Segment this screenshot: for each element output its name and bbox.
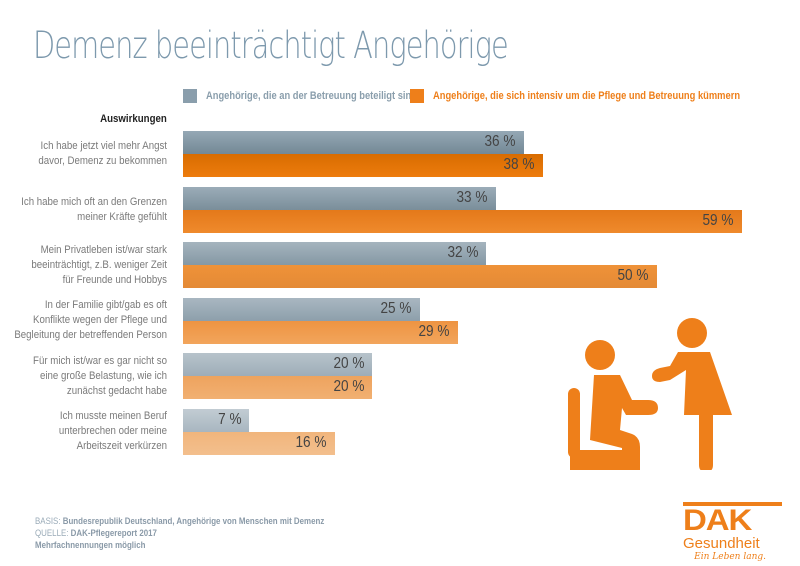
legend-item-grey: Angehörige, die an der Betreuung beteili… xyxy=(183,88,454,104)
standing-person-head xyxy=(677,318,707,348)
caregiver-pictogram-icon xyxy=(568,318,732,470)
bar-value-label: 20 % xyxy=(333,355,365,372)
chart-footer: BASIS: Bundesrepublik Deutschland, Angeh… xyxy=(35,515,324,551)
seated-person-head xyxy=(585,340,615,370)
legend-item-orange: Angehörige, die sich intensiv um die Pfl… xyxy=(410,88,794,104)
bar-grey: 36 % xyxy=(183,131,524,154)
category-label-line: In der Familie gibt/gab es oft xyxy=(44,299,167,311)
footer-note: Mehrfachnennungen möglich xyxy=(35,540,146,550)
category-label-line: unterbrechen oder meine xyxy=(58,425,167,437)
bar-orange: 38 % xyxy=(183,154,543,177)
category-label-line: Ich habe mich oft an den Grenzen xyxy=(21,195,168,208)
bar-grey: 20 % xyxy=(183,353,373,376)
category-axis-header: Auswirkungen xyxy=(100,113,167,125)
bar-grey: 33 % xyxy=(183,186,496,210)
bar-value-label: 33 % xyxy=(456,188,488,206)
category-label-line: eine große Belastung, wie ich xyxy=(40,369,167,382)
bar-value-label: 59 % xyxy=(702,211,734,229)
footer-basis: BASIS: Bundesrepublik Deutschland, Angeh… xyxy=(35,516,325,526)
bar-grey: 32 % xyxy=(183,242,487,265)
category-label: Ich musste meinen Beruf unterbrechen oder… xyxy=(0,409,167,454)
category-label-line: meiner Kräfte gefühlt xyxy=(77,210,167,223)
dak-logo: DAK Gesundheit Ein Leben lang. xyxy=(683,502,782,562)
bar-value-label: 32 % xyxy=(447,244,479,261)
bar-orange: 20 % xyxy=(183,376,373,399)
category-label-line: davor, Demenz zu bekommen xyxy=(38,155,168,167)
logo-name: Gesundheit xyxy=(683,535,760,552)
bar-value-label: 7 % xyxy=(217,410,242,428)
logo-brand: DAK xyxy=(683,502,782,536)
category-label: Mein Privatleben ist/war stark beeinträch… xyxy=(0,243,167,288)
chart-title: Demenz beeinträchtigt Angehörige xyxy=(33,24,509,67)
bar-grey: 25 % xyxy=(183,297,420,321)
bar-value-label: 25 % xyxy=(380,299,412,317)
category-label-line: Ich habe jetzt viel mehr Angst xyxy=(40,140,167,152)
category-label: In der Familie gibt/gab es oft Konflikte … xyxy=(0,298,167,343)
legend-swatch-grey xyxy=(183,89,197,103)
footer-source: QUELLE: DAK-Pflegereport 2017 xyxy=(35,528,157,538)
bar-orange: 16 % xyxy=(183,431,335,455)
chair-back xyxy=(568,388,580,458)
category-label-line: Arbeitszeit verkürzen xyxy=(76,440,167,452)
bar-orange: 50 % xyxy=(183,265,657,288)
category-label: Ich habe jetzt viel mehr Angst davor, Dem… xyxy=(0,139,167,169)
legend-swatch-orange xyxy=(410,89,424,103)
bar-value-label: 50 % xyxy=(617,267,649,284)
bar-value-label: 20 % xyxy=(333,378,365,395)
legend-label-grey: Angehörige, die an der Betreuung beteili… xyxy=(206,90,417,102)
bar-orange: 29 % xyxy=(183,320,458,344)
category-label: Ich habe mich oft an den Grenzen meiner K… xyxy=(0,195,167,225)
category-label-line: für Freunde und Hobbys xyxy=(62,273,167,286)
category-label-line: Konflikte wegen der Pflege und xyxy=(32,314,168,326)
bar-value-label: 38 % xyxy=(503,156,535,173)
bar-value-label: 36 % xyxy=(484,133,516,150)
seated-person-body xyxy=(590,375,658,470)
legend-label-orange: Angehörige, die sich intensiv um die Pfl… xyxy=(433,90,741,102)
standing-person-body xyxy=(652,352,732,470)
bar-value-label: 29 % xyxy=(418,322,450,340)
bar-value-label: 16 % xyxy=(295,433,327,451)
category-label-line: Begleitung der betreffenden Person xyxy=(14,329,167,341)
category-label: Für mich ist/war es gar nicht so eine gro… xyxy=(0,354,167,399)
bar-grey: 7 % xyxy=(183,408,250,432)
category-label-line: Für mich ist/war es gar nicht so xyxy=(33,354,167,367)
category-label-line: Ich musste meinen Beruf xyxy=(59,410,167,422)
bar-orange: 59 % xyxy=(183,209,742,233)
category-label-line: Mein Privatleben ist/war stark xyxy=(40,243,167,256)
category-label-line: zunächst gedacht habe xyxy=(66,384,167,397)
category-label-line: beeinträchtigt, z.B. weniger Zeit xyxy=(31,258,167,271)
chair-seat xyxy=(570,450,622,470)
logo-slogan: Ein Leben lang. xyxy=(694,552,766,562)
